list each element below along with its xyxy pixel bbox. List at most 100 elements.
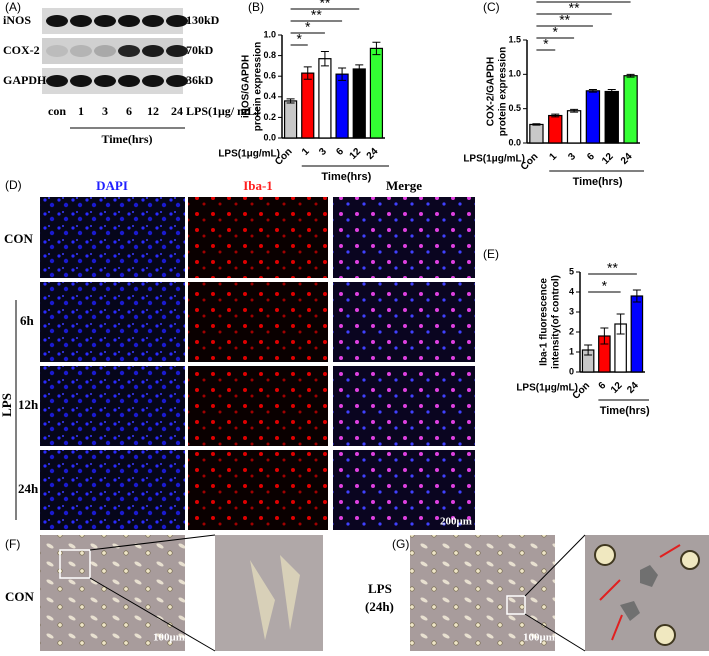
inset-box (59, 549, 91, 579)
lane-label: con (48, 104, 66, 118)
band-size: 36kD (186, 73, 214, 87)
y-axis-label: iNOS/GAPDH (241, 55, 252, 118)
lane-label: 1 (78, 104, 84, 118)
fluorescence-image (333, 366, 475, 446)
band-label: GAPDH (3, 73, 47, 87)
scale-label: 200μm (440, 516, 472, 528)
bar (369, 47, 384, 139)
x-axis-label: Time(hrs) (573, 176, 623, 188)
y-tick-label: 0.0 (508, 137, 521, 147)
bar (301, 72, 315, 139)
image-grid (40, 197, 475, 530)
band (142, 45, 164, 57)
cell (594, 544, 616, 566)
bar (585, 90, 601, 144)
zoom-line (89, 577, 216, 652)
x-tick-label: 12 (600, 151, 616, 167)
y-tick-label: 4 (569, 286, 574, 296)
error-bar (320, 50, 329, 67)
x-axis-label: Time(hrs) (321, 171, 371, 183)
scale-label: 100μm (153, 632, 185, 644)
y-tick-label: 1.0 (508, 69, 521, 79)
band (46, 75, 68, 87)
error-bar (338, 67, 347, 81)
fluorescence-image (188, 366, 328, 446)
condition-label: (24h) (365, 599, 394, 614)
fluorescence-image (333, 282, 475, 362)
x-tick-label: 6 (585, 151, 597, 163)
error-bar (551, 113, 560, 118)
band (94, 45, 116, 57)
band (118, 15, 140, 27)
lane-label: 3 (102, 104, 108, 118)
treatment-label: LPS(1μg/mL) (516, 383, 578, 394)
fluorescence-image (40, 366, 185, 446)
column-header: Merge (386, 178, 422, 193)
bar (283, 100, 298, 139)
panel-label: (A) (5, 0, 21, 14)
error-bar (626, 73, 635, 78)
band (70, 45, 92, 57)
x-tick-label: 12 (348, 146, 364, 162)
cell (620, 565, 658, 621)
error-bar (286, 98, 295, 104)
bar (318, 58, 332, 139)
panel-label: (E) (483, 247, 499, 261)
y-axis-label: intensity(of control) (551, 275, 562, 369)
y-tick-label: 0.5 (508, 103, 521, 113)
fluorescence-image (333, 450, 475, 530)
x-tick-label: 3 (566, 151, 578, 163)
y-tick-label: 0 (569, 366, 574, 376)
x-tick-label: 1 (300, 146, 312, 158)
y-tick-label: 1.0 (263, 29, 276, 39)
band (142, 75, 164, 87)
band-size: 70kD (186, 43, 214, 57)
y-axis-label: COX-2/GAPDH (486, 57, 497, 126)
row-label: 6h (20, 313, 35, 328)
significance-label: ** (311, 7, 322, 23)
fluorescence-image (188, 282, 328, 362)
error-bar (632, 289, 641, 303)
blot-xlabel: Time(hrs) (101, 132, 152, 146)
significance-label: ** (559, 12, 570, 28)
band-size: 130kD (186, 13, 220, 27)
zoom-line (89, 534, 216, 551)
fluorescence-image (188, 450, 328, 530)
band (166, 45, 188, 57)
band (118, 45, 140, 57)
y-tick-label: 1.5 (508, 34, 521, 44)
x-tick-label: 3 (317, 146, 329, 158)
error-bar (588, 88, 597, 93)
panel-label: (G) (392, 537, 409, 551)
significance-label: * (305, 19, 311, 35)
error-bar (303, 66, 312, 80)
significance-label: * (553, 24, 559, 40)
x-tick-label: 24 (625, 380, 641, 396)
significance-label: * (296, 31, 302, 47)
error-bar (616, 313, 625, 335)
y-tick-label: 2 (569, 326, 574, 336)
significance-label: ** (319, 0, 330, 11)
zoom-line (524, 613, 586, 652)
y-tick-label: 3 (569, 306, 574, 316)
inset-box (506, 595, 526, 615)
treatment-label: LPS(1μg/mL) (463, 154, 525, 165)
blot-treatment: LPS(1μg/ mL) (186, 104, 259, 118)
row-label: 24h (18, 481, 39, 496)
panel-label: (F) (5, 537, 20, 551)
y-axis-label: protein expression (498, 47, 509, 136)
fluorescence-image (40, 282, 185, 362)
band (118, 75, 140, 87)
lane-label: 12 (147, 104, 159, 118)
bar (352, 68, 366, 139)
y-tick-label: 0.2 (263, 112, 276, 122)
zoom-line (524, 534, 586, 597)
band (94, 15, 116, 27)
y-tick-label: 0.6 (263, 71, 276, 81)
bar (335, 73, 349, 139)
y-tick-label: 0.0 (263, 132, 276, 142)
band (166, 15, 188, 27)
fluorescence-image (40, 450, 185, 530)
error-bar (372, 41, 381, 56)
panel-label: (B) (248, 0, 264, 14)
